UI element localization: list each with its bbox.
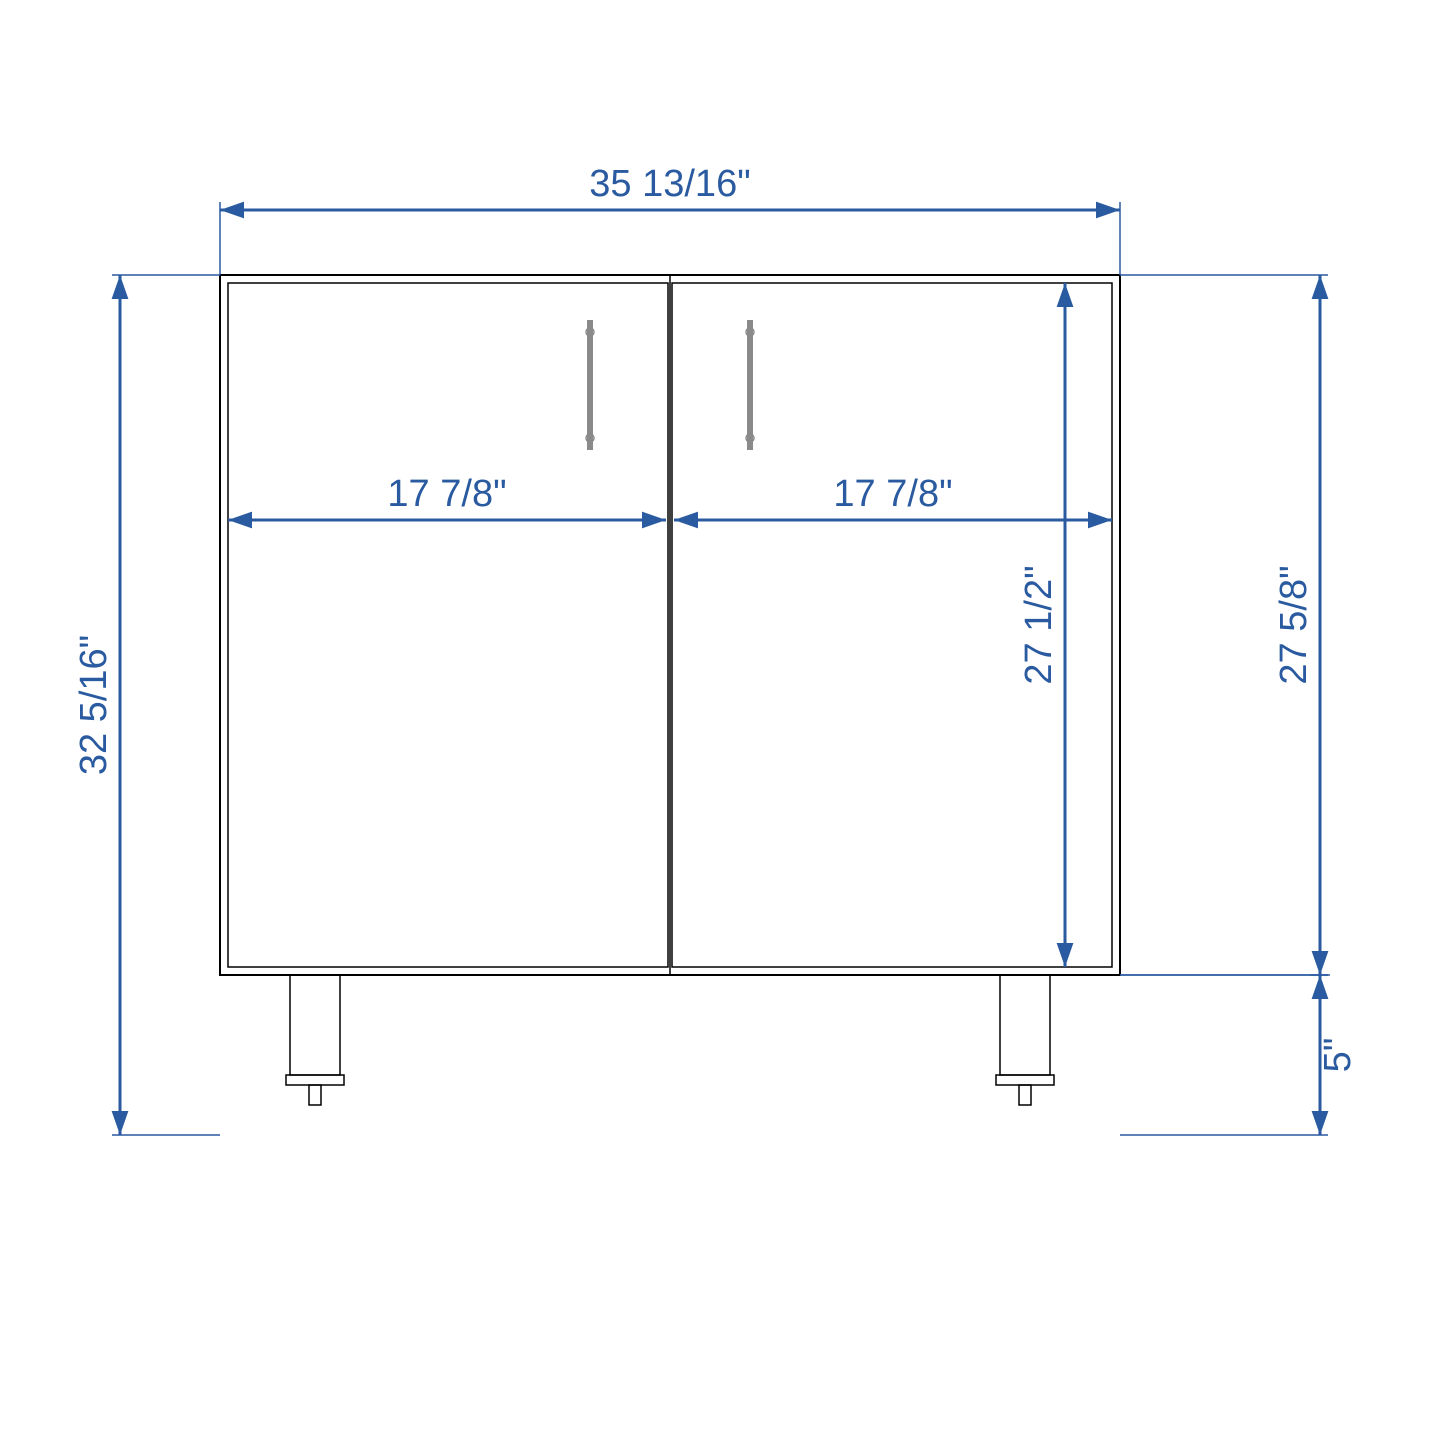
dimension-left-door: 17 7/8" (228, 480, 666, 520)
dimension-door-height: 27 1/2" (1020, 283, 1080, 967)
dimension-leg-height: 5" (1280, 975, 1340, 1135)
cabinet-drawing (220, 275, 1120, 975)
dimension-overall-height: 32 5/16" (80, 275, 140, 1135)
door-handle-right (744, 320, 756, 450)
dimension-box-height: 27 5/8" (1280, 275, 1340, 975)
dimension-top-width: 35 13/16" (220, 170, 1120, 210)
door-handle-left (584, 320, 596, 450)
